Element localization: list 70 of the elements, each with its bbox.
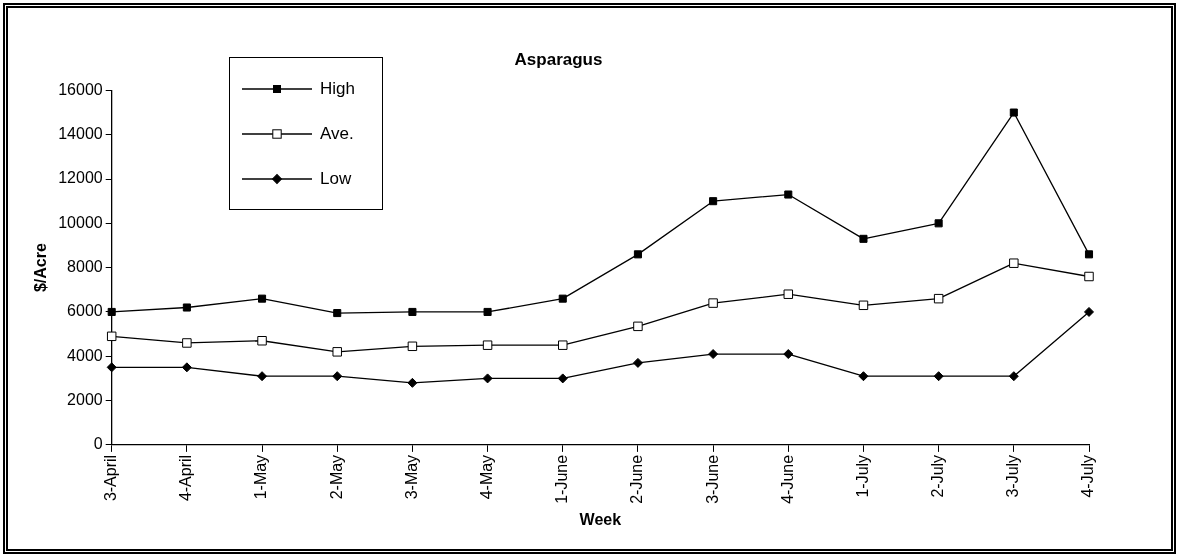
y-tick-label: 2000 [67,390,103,408]
chart-title: Asparagus [514,49,603,69]
point [858,300,869,311]
point [558,340,568,350]
point [407,341,418,352]
point [933,293,944,304]
point [632,357,643,368]
x-tick-label: 4-July [1079,454,1097,498]
y-tick-label: 6000 [67,302,103,320]
point [182,303,191,312]
y-tick-label: 10000 [58,213,103,231]
point [332,347,342,357]
point [181,362,192,373]
point [482,340,493,350]
point [257,336,267,346]
point [257,371,268,382]
point [709,197,718,206]
point [858,371,869,382]
point [332,371,343,382]
x-tick-label: 4-May [477,454,495,500]
x-axis-title: Week [579,510,622,528]
point [557,373,568,384]
x-tick-label: 3-June [703,454,721,504]
x-tick-label: 4-June [778,454,796,504]
point [633,321,643,332]
point [182,338,192,348]
point [1009,258,1019,268]
point [1084,306,1094,317]
y-tick-label: 0 [93,435,103,453]
x-tick-label: 3-July [1004,454,1022,498]
point [1008,371,1019,382]
point [408,307,417,316]
legend-label: High [320,78,355,99]
y-axis-title: $/Acre [32,243,50,293]
point [106,331,117,342]
point [1084,271,1094,282]
point [482,373,493,384]
x-tick-label: 3-April [102,454,120,502]
x-tick-label: 3-May [402,454,420,500]
point [483,307,492,316]
point [934,219,943,228]
y-tick-label: 14000 [58,125,103,143]
point [558,294,567,303]
point [708,298,718,308]
x-tick-label: 2-June [628,454,646,504]
legend-label: Ave. [320,123,354,144]
legend-label: Low [320,168,352,189]
y-tick-label: 12000 [58,169,103,187]
x-tick-label: 1-May [252,454,270,500]
point [333,309,342,318]
point [633,250,642,259]
point [933,371,944,382]
x-tick-label: 2-July [929,454,947,498]
x-tick-label: 1-June [553,454,571,504]
point [783,289,794,299]
y-tick-label: 8000 [67,258,103,276]
point [258,294,267,303]
point [1084,250,1094,259]
y-tick-label: 4000 [67,346,103,364]
x-tick-label: 2-May [327,454,345,500]
point [784,190,793,199]
point [708,349,719,360]
point [1009,108,1018,117]
x-tick-label: 4-April [177,454,195,502]
y-tick-label: 16000 [58,80,103,98]
point [106,362,117,373]
point [783,349,794,360]
x-tick-label: 1-July [853,454,871,498]
point [859,234,868,243]
point [407,377,418,388]
